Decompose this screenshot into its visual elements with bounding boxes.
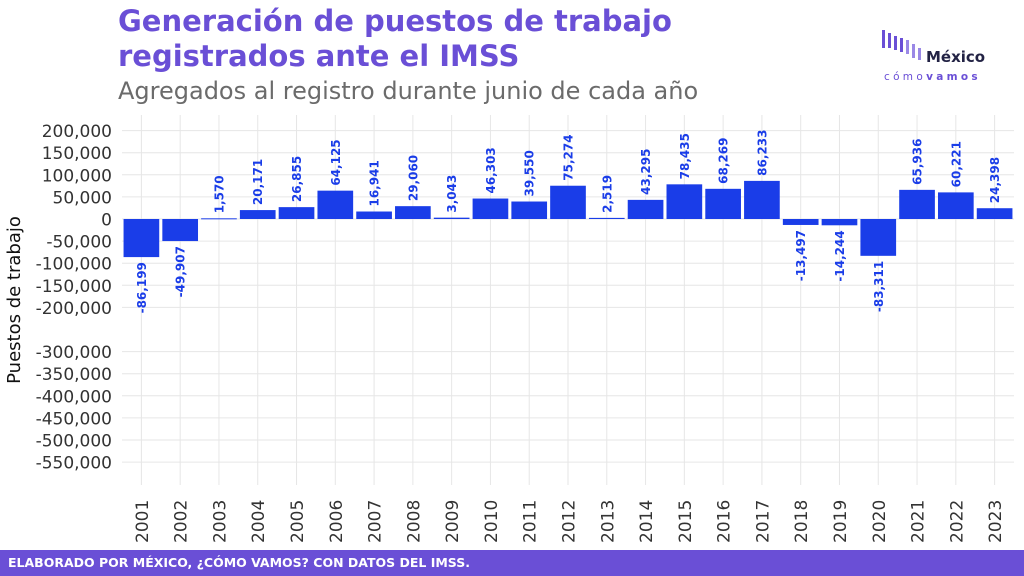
y-tick-label: -500,000 [36,432,112,452]
bar-2023 [976,208,1013,219]
bar-2003 [201,218,237,220]
value-label-2017: 86,233 [755,130,769,176]
value-label-2010: 46,303 [484,147,498,193]
x-tick-label: 2017 [753,500,773,543]
bar-2001 [123,219,160,258]
y-tick-label: 150,000 [42,144,112,164]
x-tick-label: 2021 [909,500,929,543]
x-tick-label: 2007 [366,500,386,543]
x-tick-label: 2012 [560,500,580,543]
bar-2009 [433,217,470,219]
value-label-2011: 39,550 [523,150,537,196]
x-tick-label: 2020 [870,500,890,543]
y-tick-label: -50,000 [46,233,112,253]
y-tick-label: -350,000 [36,365,112,385]
value-label-2012: 75,274 [562,134,576,180]
x-tick-label: 2013 [598,500,618,543]
x-tick-label: 2023 [986,500,1006,543]
bar-2016 [705,188,741,219]
value-label-2008: 29,060 [406,155,420,201]
y-tick-label: -550,000 [36,454,112,474]
value-label-2018: -13,497 [794,230,808,281]
value-label-2003: 1,570 [212,175,226,213]
x-tick-label: 2005 [288,500,308,543]
logo-word: México [926,48,986,66]
bar-2019 [821,219,858,226]
x-tick-label: 2004 [249,500,269,543]
y-tick-label: -200,000 [36,299,112,319]
value-label-2004: 20,171 [251,159,265,205]
y-tick-label: -300,000 [36,343,112,363]
bar-2015 [666,184,703,219]
bar-2004 [239,210,276,219]
value-label-2016: 68,269 [717,138,731,184]
chart-title: Generación de puestos de trabajo registr… [118,4,672,73]
x-tick-label: 2019 [831,500,851,543]
value-label-2014: 43,295 [639,149,653,195]
value-label-2007: 16,941 [368,160,382,206]
bar-2018 [782,219,819,225]
value-label-2023: 24,398 [988,157,1002,203]
bar-2017 [744,180,780,219]
value-label-2001: -86,199 [135,262,149,313]
value-label-2022: 60,221 [949,141,963,187]
x-tick-label: 2008 [404,500,424,543]
y-tick-label: -400,000 [36,387,112,407]
mexico-como-vamos-logo: México cómovamos [880,28,1010,88]
bar-2002 [162,219,199,242]
bar-2022 [937,192,974,219]
y-axis-title: Puestos de trabajo [4,216,25,384]
value-label-2019: -14,244 [833,230,847,281]
x-tick-label: 2014 [637,500,657,543]
logo-tagline-b: vamos [926,71,981,83]
y-tick-label: 200,000 [42,122,112,142]
y-tick-label: -150,000 [36,277,112,297]
value-label-2020: -83,311 [872,261,886,312]
value-label-2005: 26,855 [290,156,304,202]
x-tick-label: 2018 [792,500,812,543]
bar-2012 [550,185,586,219]
value-label-2009: 3,043 [445,175,459,213]
logo-bars-icon [882,30,921,60]
bar-2020 [860,219,897,256]
x-tick-label: 2003 [210,500,230,543]
chart-subtitle: Agregados al registro durante junio de c… [118,77,699,105]
bar-2010 [472,198,509,219]
bar-2013 [588,217,625,219]
x-tick-label: 2015 [676,500,696,543]
bar-2006 [317,190,354,219]
bar-2007 [356,211,392,219]
y-tick-label: -450,000 [36,409,112,429]
bar-2011 [511,201,548,219]
bar-2008 [395,206,431,219]
y-tick-label: 50,000 [53,188,112,208]
x-tick-label: 2016 [715,500,735,543]
bar-2005 [278,207,315,219]
logo-tagline-a: cómo [884,71,927,83]
value-label-2015: 78,435 [678,133,692,179]
bar-2021 [899,189,935,219]
value-label-2021: 65,936 [911,139,925,185]
footer-credit: ELABORADO POR MÉXICO, ¿CÓMO VAMOS? CON D… [0,550,1024,576]
y-tick-label: -100,000 [36,255,112,275]
x-tick-label: 2001 [133,500,153,543]
x-tick-label: 2009 [443,500,463,543]
y-tick-label: 100,000 [42,166,112,186]
y-tick-label: 0 [101,211,112,231]
x-tick-label: 2002 [172,500,192,543]
bar-2014 [627,199,664,219]
x-tick-label: 2011 [521,500,541,543]
x-tick-label: 2010 [482,500,502,543]
x-tick-label: 2022 [947,500,967,543]
value-label-2013: 2,519 [600,175,614,213]
logo-tagline: cómovamos [884,71,981,83]
value-label-2006: 64,125 [329,139,343,185]
value-label-2002: -49,907 [174,246,188,297]
x-tick-label: 2006 [327,500,347,543]
